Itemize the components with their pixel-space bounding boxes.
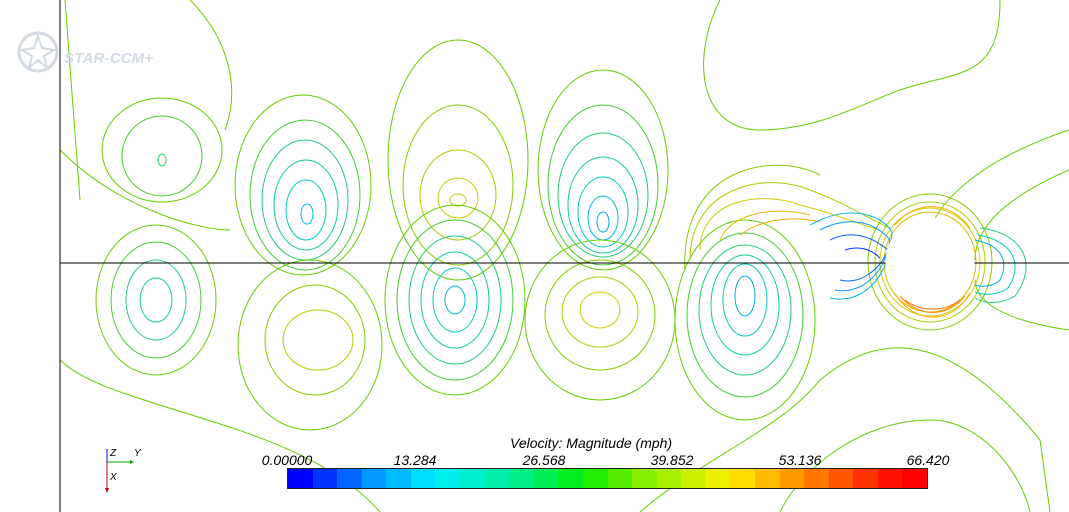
colorbar-swatch bbox=[337, 469, 362, 488]
star-logo-icon bbox=[17, 31, 59, 73]
colorbar-swatch bbox=[754, 469, 780, 488]
colorbar-swatch bbox=[656, 469, 682, 488]
colorbar-swatch bbox=[681, 469, 706, 488]
axis-triad: Z Y X bbox=[96, 444, 146, 494]
axis-triad-icon bbox=[105, 449, 134, 493]
colorbar-swatch bbox=[312, 469, 338, 488]
contour-line bbox=[974, 169, 1069, 261]
legend-tick: 26.568 bbox=[522, 452, 566, 468]
colorbar-swatch bbox=[730, 469, 755, 488]
colorbar-swatch bbox=[632, 469, 657, 488]
legend-tick: 66.420 bbox=[906, 452, 950, 468]
vortex-lower-3 bbox=[384, 204, 526, 396]
legend-tick: 13.284 bbox=[393, 452, 437, 468]
vortex-upper-3 bbox=[387, 39, 529, 281]
vortex-lower-4 bbox=[524, 239, 676, 401]
colorbar-swatch bbox=[582, 469, 608, 488]
colorbar-swatch bbox=[877, 469, 903, 488]
cylinder bbox=[885, 217, 975, 307]
legend-tick: 53.136 bbox=[778, 452, 822, 468]
vortex-upper-2 bbox=[234, 94, 372, 276]
colorbar-swatch bbox=[828, 469, 854, 488]
shear-layer-upper bbox=[684, 164, 891, 271]
legend-colorbar bbox=[287, 468, 928, 489]
colorbar-swatch bbox=[607, 469, 633, 488]
legend-title: Velocity: Magnitude (mph) bbox=[510, 435, 673, 451]
legend-tick: 39.852 bbox=[650, 452, 694, 468]
colorbar-swatch bbox=[705, 469, 731, 488]
vortex-lower-5 bbox=[674, 219, 816, 421]
axis-label-x: X bbox=[110, 472, 117, 483]
vortex-upper-4 bbox=[537, 69, 669, 271]
colorbar-swatch bbox=[460, 469, 485, 488]
colorbar-swatch bbox=[435, 469, 461, 488]
colorbar-swatch bbox=[853, 469, 878, 488]
legend-tick: 0.00000 bbox=[261, 452, 313, 468]
logo-text: STAR-CCM+ bbox=[64, 50, 154, 67]
colorbar-swatch bbox=[484, 469, 510, 488]
vortex-contours bbox=[95, 39, 1027, 431]
axis-label-y: Y bbox=[134, 448, 141, 459]
cylinder-near-field bbox=[809, 193, 1027, 331]
colorbar-swatch bbox=[779, 469, 805, 488]
contour-line bbox=[639, 347, 1051, 512]
colorbar-swatch bbox=[533, 469, 559, 488]
contour-lines bbox=[59, 0, 1069, 512]
colorbar-swatch bbox=[386, 469, 411, 488]
contour-line bbox=[64, 0, 81, 201]
axis-label-z: Z bbox=[110, 448, 117, 459]
contour-line bbox=[703, 0, 1001, 131]
colorbar-swatch bbox=[902, 469, 928, 488]
colorbar-swatch bbox=[804, 469, 829, 488]
star-ccm-logo: STAR-CCM+ bbox=[16, 28, 176, 80]
vortex-lower-1 bbox=[95, 224, 217, 376]
colorbar-swatch bbox=[361, 469, 387, 488]
contour-line bbox=[974, 279, 1069, 331]
contour-line bbox=[189, 0, 233, 131]
vortex-upper-1 bbox=[101, 97, 223, 203]
colorbar-swatch bbox=[410, 469, 436, 488]
vortex-lower-2 bbox=[237, 259, 383, 431]
colorbar-swatch bbox=[509, 469, 534, 488]
colorbar-swatch bbox=[558, 469, 583, 488]
contour-line bbox=[59, 149, 231, 231]
colorbar-swatch bbox=[288, 469, 313, 488]
